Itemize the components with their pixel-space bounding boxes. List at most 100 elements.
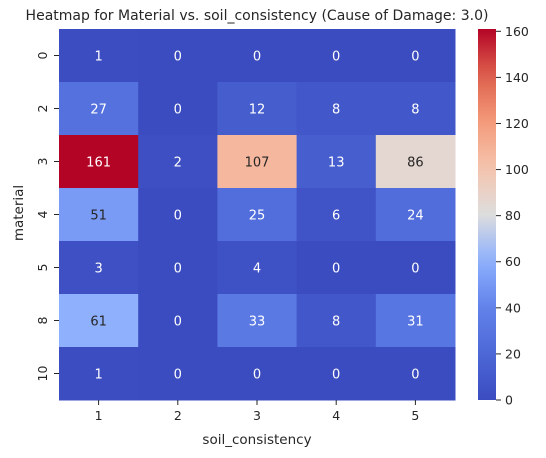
colorbar-tick-label: 0 [505,393,513,408]
heatmap-cell [296,82,377,136]
heatmap-cell-value: 27 [90,103,107,118]
y-tick-label: 8 [35,316,50,324]
heatmap-cell [296,294,377,348]
y-tick-label: 2 [35,105,50,113]
heatmap-cell [138,241,218,295]
heatmap-cell-value: 0 [174,315,182,330]
heatmap-cell [138,135,218,189]
heatmap-cell-value: 1 [94,50,102,65]
heatmap-cell-value: 0 [174,209,182,224]
heatmap-cell-value: 0 [332,50,340,65]
colorbar-tick-label: 100 [505,162,529,177]
heatmap-cell-value: 25 [249,209,266,224]
heatmap-cell [375,29,456,83]
heatmap-cells: 1 0 0 0 0 27 0 12 8 8 161 2 107 13 86 51 0 25 6 24 3 0 4 0 0 61 0 3… [59,29,456,401]
heatmap-cell-value: 4 [253,262,261,277]
heatmap-cell-value: 8 [332,315,340,330]
heatmap-cell-value: 0 [253,50,261,65]
heatmap-cell-value: 12 [249,103,266,118]
y-tick-label: 5 [35,264,50,272]
heatmap-cell [375,347,456,401]
x-tick-label: 3 [253,408,261,423]
heatmap-cell [217,82,298,136]
heatmap-cell [296,241,377,295]
heatmap-cell-value: 0 [332,368,340,383]
x-axis-label: soil_consistency [202,432,311,448]
heatmap-cell-value: 51 [90,209,107,224]
heatmap-cell [138,29,218,83]
heatmap-cell [138,82,218,136]
heatmap-cell-value: 86 [407,156,424,171]
heatmap-cell [59,347,139,401]
colorbar-tick-label: 20 [505,346,521,361]
heatmap-cell [296,188,377,242]
heatmap-cell [138,188,218,242]
heatmap-cell [59,241,139,295]
heatmap-cell [59,82,139,136]
heatmap-cell-value: 13 [328,156,345,171]
chart-title: Heatmap for Material vs. soil_consistenc… [26,8,489,24]
heatmap-cell [217,29,298,83]
heatmap-cell [375,241,456,295]
heatmap-cell-value: 3 [94,262,102,277]
heatmap-cell-value: 33 [249,315,266,330]
heatmap-cell [375,82,456,136]
heatmap-cell-value: 0 [411,368,419,383]
x-tick-label: 5 [411,408,419,423]
heatmap-cell-value: 0 [411,50,419,65]
heatmap-cell [59,188,139,242]
colorbar-tick-label: 60 [505,254,521,269]
heatmap-cell-value: 31 [407,315,424,330]
heatmap-cell [375,294,456,348]
y-axis-ticks: 0 2 3 4 5 8 10 [35,51,59,381]
colorbar-gradient [478,29,496,400]
heatmap-cell [375,188,456,242]
heatmap-cell-value: 2 [174,156,182,171]
y-axis-label: material [11,185,27,241]
heatmap-cell-value: 61 [90,315,107,330]
heatmap-cell [59,29,139,83]
colorbar: 0 20 40 60 80 100 120 140 160 [478,24,529,408]
heatmap-cell [59,294,139,348]
heatmap-cell [59,135,139,189]
heatmap-cell-value: 6 [332,209,340,224]
y-tick-label: 10 [35,366,50,382]
heatmap-cell [217,347,298,401]
heatmap-cell-value: 0 [174,368,182,383]
heatmap-cell-value: 1 [94,368,102,383]
heatmap-cell-value: 0 [174,262,182,277]
heatmap-cell [217,294,298,348]
heatmap-cell [296,29,377,83]
colorbar-tick-label: 80 [505,208,521,223]
heatmap-cell [217,188,298,242]
heatmap-cell [217,135,298,189]
heatmap-cell [296,135,377,189]
heatmap-cell-value: 161 [86,156,111,171]
heatmap-cell [217,241,298,295]
y-tick-label: 4 [35,210,50,218]
heatmap-cell-value: 0 [174,50,182,65]
x-axis-ticks: 1 2 3 4 5 [95,400,419,423]
colorbar-tick-label: 40 [505,300,521,315]
heatmap-cell-value: 8 [332,103,340,118]
heatmap-cell-value: 8 [411,103,419,118]
heatmap-cell [375,135,456,189]
heatmap-cell-value: 0 [332,262,340,277]
heatmap-cell [296,347,377,401]
colorbar-tick-label: 160 [505,24,529,39]
x-tick-label: 2 [174,408,182,423]
heatmap-cell-value: 0 [253,368,261,383]
x-tick-label: 4 [332,408,340,423]
heatmap-cell-value: 24 [407,209,424,224]
heatmap-cell-value: 0 [174,103,182,118]
heatmap-cell-value: 0 [411,262,419,277]
colorbar-tick-label: 140 [505,70,529,85]
heatmap-cell [138,294,218,348]
x-tick-label: 1 [95,408,103,423]
y-tick-label: 3 [35,158,50,166]
colorbar-tick-label: 120 [505,116,529,131]
heatmap-cell [138,347,218,401]
y-tick-label: 0 [35,51,50,59]
heatmap-cell-value: 107 [245,156,270,171]
